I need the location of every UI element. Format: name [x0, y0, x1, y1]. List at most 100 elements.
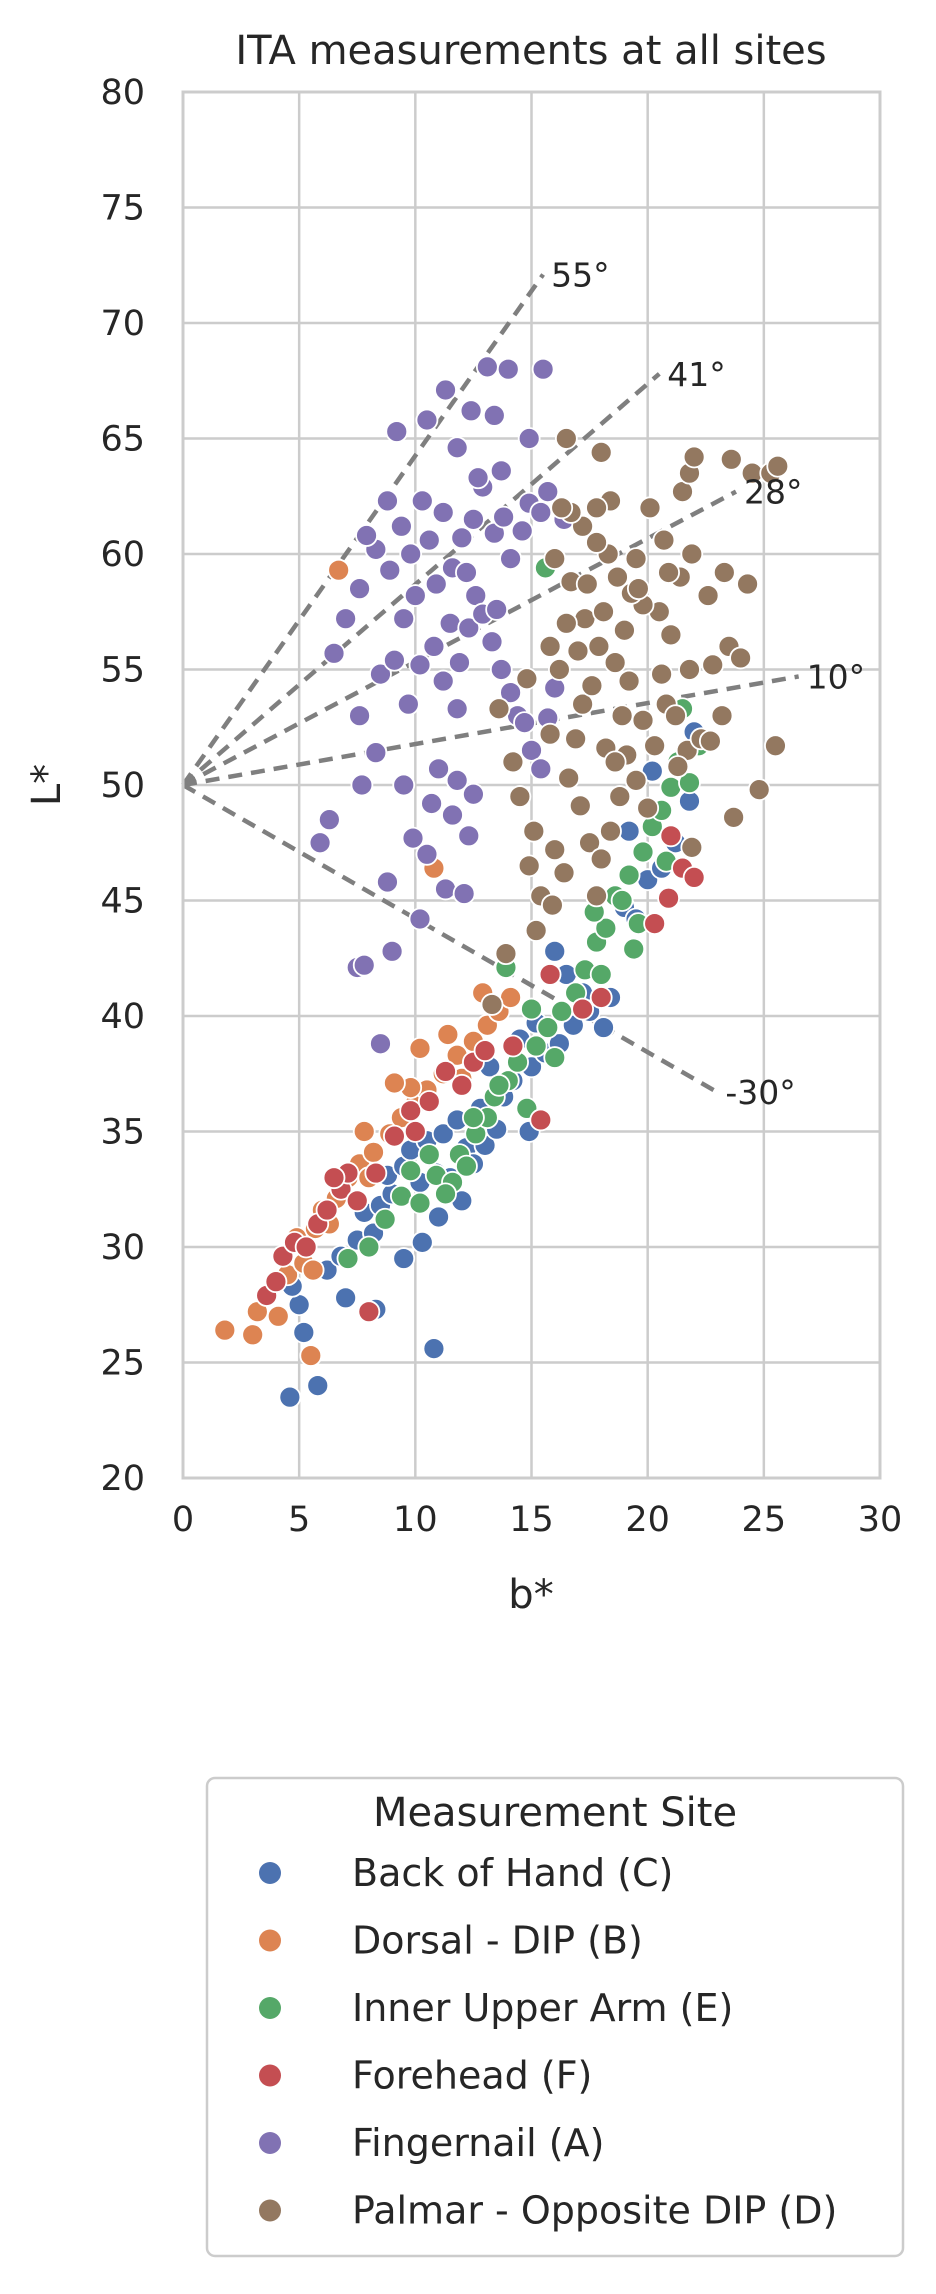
data-point: [680, 835, 704, 859]
data-point: [482, 403, 506, 427]
data-point: [564, 727, 588, 751]
data-point: [712, 561, 736, 584]
y-tick-label: 30: [100, 1228, 145, 1268]
legend-items: Back of Hand (C) Dorsal - DIP (B) Inner Up…: [259, 1851, 837, 2233]
data-point: [610, 889, 634, 912]
data-point: [538, 963, 562, 986]
data-point: [543, 838, 567, 862]
y-axis-label: L*: [24, 764, 70, 806]
data-point: [403, 1120, 427, 1143]
data-point: [408, 907, 432, 931]
data-point: [657, 561, 680, 584]
data-point: [396, 692, 420, 716]
y-tick-label: 75: [100, 189, 145, 229]
data-point: [682, 866, 706, 889]
data-point: [417, 1090, 441, 1113]
data-point: [415, 408, 439, 432]
data-point: [462, 782, 485, 806]
data-point: [392, 773, 416, 797]
data-point: [376, 489, 399, 513]
data-point: [538, 722, 562, 746]
data-point: [585, 884, 608, 908]
legend: Measurement Site Back of Hand (C) Dorsal …: [205, 1776, 905, 2258]
data-point: [589, 963, 613, 986]
data-point: [415, 842, 439, 866]
data-point: [445, 697, 469, 721]
data-point: [434, 378, 457, 402]
data-point: [698, 729, 722, 753]
data-point: [462, 507, 485, 531]
data-point: [392, 607, 416, 631]
data-point: [334, 1286, 358, 1310]
data-point: [417, 1143, 441, 1166]
data-point: [485, 598, 509, 621]
data-point: [408, 1191, 432, 1215]
legend-title: Measurement Site: [373, 1790, 737, 1836]
data-point: [352, 953, 376, 977]
data-point: [571, 692, 595, 716]
data-point: [510, 519, 534, 543]
data-point: [327, 558, 351, 582]
data-point: [736, 572, 759, 596]
data-point: [378, 558, 402, 582]
data-point: [585, 496, 608, 520]
legend-box: [205, 1776, 905, 2258]
scatter-points: [213, 355, 790, 1409]
data-point: [417, 528, 441, 552]
data-point: [264, 1270, 288, 1294]
data-point: [383, 1071, 406, 1095]
data-point: [571, 997, 595, 1021]
data-point: [719, 447, 743, 471]
data-point: [529, 1108, 553, 1132]
data-point: [659, 824, 683, 848]
ita-angle-label: 41°: [667, 355, 726, 394]
data-point: [213, 1318, 237, 1342]
data-point: [515, 667, 539, 691]
legend-marker: [259, 2064, 281, 2087]
data-point: [392, 1247, 416, 1270]
data-point: [494, 942, 518, 966]
data-point: [345, 1189, 369, 1213]
data-point: [294, 1235, 318, 1259]
legend-marker: [259, 1997, 281, 2019]
data-point: [427, 1205, 450, 1229]
data-point: [638, 496, 662, 520]
legend-label: Palmar - Opposite DIP (D): [352, 2189, 837, 2233]
data-point: [589, 986, 613, 1009]
data-point: [603, 651, 627, 674]
data-point: [664, 704, 687, 728]
data-point: [554, 427, 578, 450]
y-tick-label: 25: [100, 1344, 145, 1384]
data-point: [383, 1124, 406, 1148]
data-point: [380, 939, 404, 963]
data-point: [524, 1034, 548, 1058]
ita-angle-label: 10°: [807, 657, 866, 696]
data-point: [480, 630, 504, 654]
data-point: [357, 1235, 381, 1259]
x-tick-label: 5: [288, 1500, 310, 1540]
data-point: [424, 572, 448, 596]
data-point: [373, 1207, 397, 1231]
data-point: [636, 796, 660, 820]
plot-frame: [181, 90, 882, 1480]
legend-marker: [259, 2132, 281, 2154]
data-point: [652, 528, 676, 552]
ita-reference-line: [182, 674, 800, 788]
data-point: [357, 1300, 381, 1324]
data-point: [489, 658, 513, 681]
legend-label: Inner Upper Arm (E): [352, 1986, 733, 2030]
ita-angle-label: -30°: [725, 1073, 795, 1112]
data-point: [450, 1073, 474, 1097]
data-point: [557, 766, 581, 790]
data-point: [459, 399, 483, 423]
data-point: [678, 771, 701, 795]
data-point: [643, 912, 667, 935]
data-point: [659, 775, 683, 799]
data-point: [364, 741, 388, 765]
data-point: [422, 1337, 446, 1361]
data-point: [613, 618, 636, 642]
x-tick-label: 25: [742, 1500, 787, 1540]
data-point: [541, 893, 564, 917]
data-point: [587, 635, 611, 658]
